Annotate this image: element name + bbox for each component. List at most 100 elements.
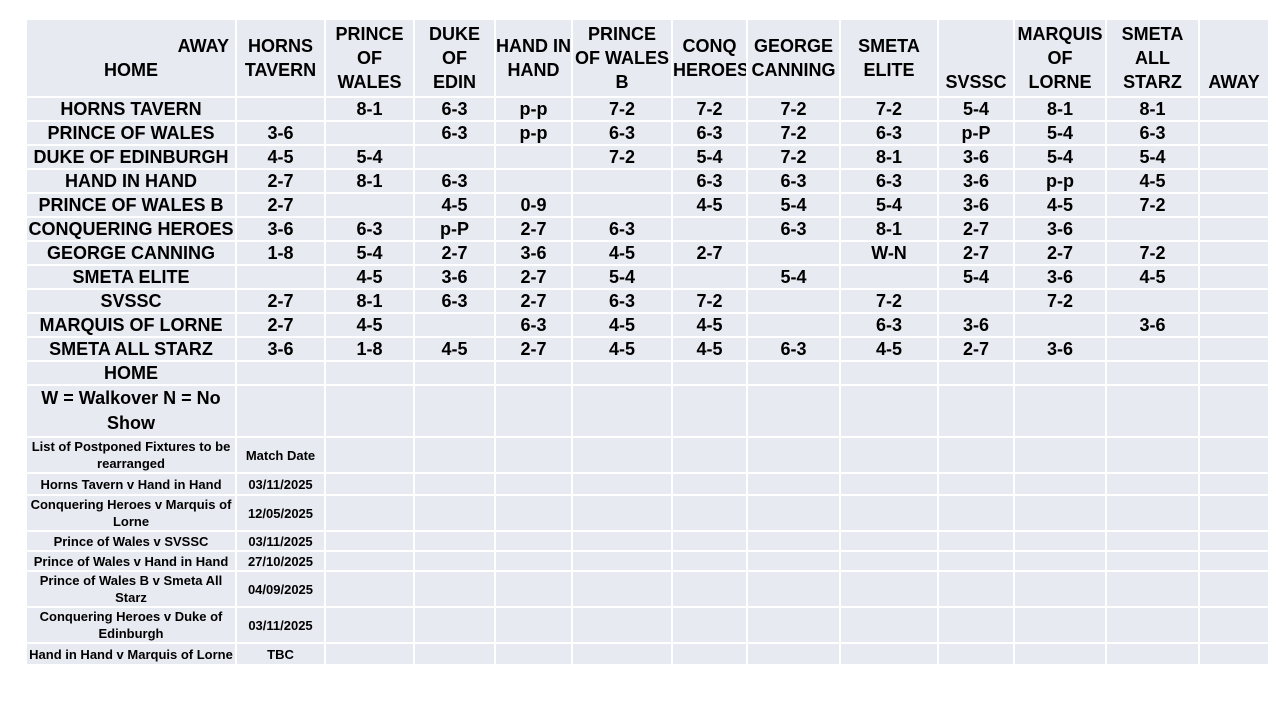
- score-cell: 2-7: [494, 216, 573, 242]
- score-cell: 3-6: [937, 192, 1015, 218]
- score-cell: 5-4: [746, 192, 841, 218]
- score-cell: 4-5: [571, 240, 673, 266]
- empty-cell: [413, 550, 496, 572]
- postponed-fixture-row: Horns Tavern v Hand in Hand 03/11/2025: [25, 472, 1270, 496]
- empty-cell: [571, 550, 673, 572]
- score-cell: 7-2: [671, 288, 748, 314]
- score-cell: 3-6: [1105, 312, 1200, 338]
- score-cell: 7-2: [746, 144, 841, 170]
- empty-cell: [839, 570, 939, 608]
- table-row: PRINCE OF WALES 3-6 6-3 p-p 6-3 6-3 7-2 6-3 p-P 5…: [25, 120, 1270, 146]
- postponed-fixture-row: Prince of Wales v Hand in Hand 27/10/2025: [25, 550, 1270, 572]
- header-row: AWAY HOME HORNS TAVERN PRINCE OF WALES DUKE…: [25, 18, 1270, 98]
- score-cell: 4-5: [671, 312, 748, 338]
- empty-cell: [1198, 570, 1270, 608]
- score-cell: 8-1: [324, 96, 415, 122]
- col-header-conq-heroes: CONQ HEROES: [671, 18, 748, 98]
- score-cell: 8-1: [839, 216, 939, 242]
- postponed-fixture-row: Conquering Heroes v Duke of Edinburgh 03/…: [25, 606, 1270, 644]
- score-cell: 6-3: [746, 168, 841, 194]
- table-row: SVSSC 2-7 8-1 6-3 2-7 6-3 7-2 7-2 7-2: [25, 288, 1270, 314]
- score-cell: 6-3: [671, 120, 748, 146]
- legend-row: W = Walkover N = No Show: [25, 384, 1270, 438]
- score-cell: 8-1: [1105, 96, 1200, 122]
- postponed-fixture-row: Prince of Wales v SVSSC 03/11/2025: [25, 530, 1270, 552]
- empty-cell: [1105, 494, 1200, 532]
- score-cell: [413, 312, 496, 338]
- score-cell: 6-3: [571, 288, 673, 314]
- score-cell: 7-2: [571, 144, 673, 170]
- empty-cell: [1013, 642, 1107, 666]
- empty-cell: [671, 472, 748, 496]
- score-cell: 6-3: [571, 216, 673, 242]
- col-header-duke-of-edin: DUKE OF EDIN: [413, 18, 496, 98]
- score-cell: 6-3: [746, 216, 841, 242]
- col-header-prince-of-wales: PRINCE OF WALES: [324, 18, 415, 98]
- col-header-away: AWAY: [1198, 18, 1270, 98]
- score-cell: 1-8: [324, 336, 415, 362]
- score-cell: 2-7: [937, 240, 1015, 266]
- empty-cell: [839, 606, 939, 644]
- score-cell: 6-3: [494, 312, 573, 338]
- empty-cell: [324, 530, 415, 552]
- empty-cell: [1198, 216, 1270, 242]
- score-cell: 5-4: [571, 264, 673, 290]
- score-cell: 3-6: [937, 144, 1015, 170]
- empty-cell: [571, 472, 673, 496]
- empty-cell: [1105, 642, 1200, 666]
- empty-cell: [413, 606, 496, 644]
- col-header-george-canning: GEORGE CANNING: [746, 18, 841, 98]
- score-cell: [671, 216, 748, 242]
- score-cell: 4-5: [671, 192, 748, 218]
- empty-cell: [1105, 530, 1200, 552]
- empty-cell: [1105, 570, 1200, 608]
- empty-cell: [1198, 120, 1270, 146]
- score-cell: 0-9: [494, 192, 573, 218]
- score-cell: 6-3: [413, 120, 496, 146]
- home-team-name: SMETA ALL STARZ: [25, 336, 237, 362]
- score-cell: 8-1: [324, 288, 415, 314]
- score-cell: 2-7: [235, 312, 326, 338]
- table-row: PRINCE OF WALES B 2-7 4-5 0-9 4-5 5-4 5-4 3-6 4-…: [25, 192, 1270, 218]
- score-cell: 6-3: [413, 96, 496, 122]
- score-cell: 2-7: [1013, 240, 1107, 266]
- score-cell: 4-5: [1105, 168, 1200, 194]
- score-cell: 3-6: [937, 312, 1015, 338]
- score-cell: 5-4: [324, 240, 415, 266]
- home-team-name: SVSSC: [25, 288, 237, 314]
- postponed-rows: Horns Tavern v Hand in Hand 03/11/2025 Con…: [25, 472, 1270, 666]
- score-cell: 4-5: [839, 336, 939, 362]
- empty-cell: [1198, 240, 1270, 266]
- empty-cell: [1105, 472, 1200, 496]
- empty-cell: [671, 530, 748, 552]
- table-row: MARQUIS OF LORNE 2-7 4-5 6-3 4-5 4-5 6-3 3-6 3-6: [25, 312, 1270, 338]
- postponed-fixture-row: Prince of Wales B v Smeta All Starz 04/09…: [25, 570, 1270, 608]
- score-cell: 6-3: [324, 216, 415, 242]
- empty-cell: [494, 530, 573, 552]
- postponed-match-date: 03/11/2025: [235, 606, 326, 644]
- postponed-header-row: List of Postponed Fixtures to be rearran…: [25, 436, 1270, 474]
- empty-cell: [1198, 312, 1270, 338]
- empty-cell: [746, 494, 841, 532]
- score-cell: 4-5: [1013, 192, 1107, 218]
- col-header-svssc: SVSSC: [937, 18, 1015, 98]
- empty-cell: [494, 606, 573, 644]
- home-team-name: MARQUIS OF LORNE: [25, 312, 237, 338]
- score-cell: 2-7: [494, 288, 573, 314]
- empty-cell: [571, 494, 673, 532]
- empty-cell: [839, 494, 939, 532]
- score-cell: [413, 144, 496, 170]
- score-cell: [235, 96, 326, 122]
- score-cell: 2-7: [235, 288, 326, 314]
- empty-cell: [937, 570, 1015, 608]
- score-cell: 1-8: [235, 240, 326, 266]
- score-cell: 4-5: [571, 312, 673, 338]
- empty-cell: [494, 570, 573, 608]
- empty-cell: [937, 642, 1015, 666]
- score-cell: [324, 192, 415, 218]
- score-cell: 6-3: [671, 168, 748, 194]
- empty-cell: [1198, 494, 1270, 532]
- empty-cell: [937, 472, 1015, 496]
- home-team-name: HAND IN HAND: [25, 168, 237, 194]
- score-cell: [839, 264, 939, 290]
